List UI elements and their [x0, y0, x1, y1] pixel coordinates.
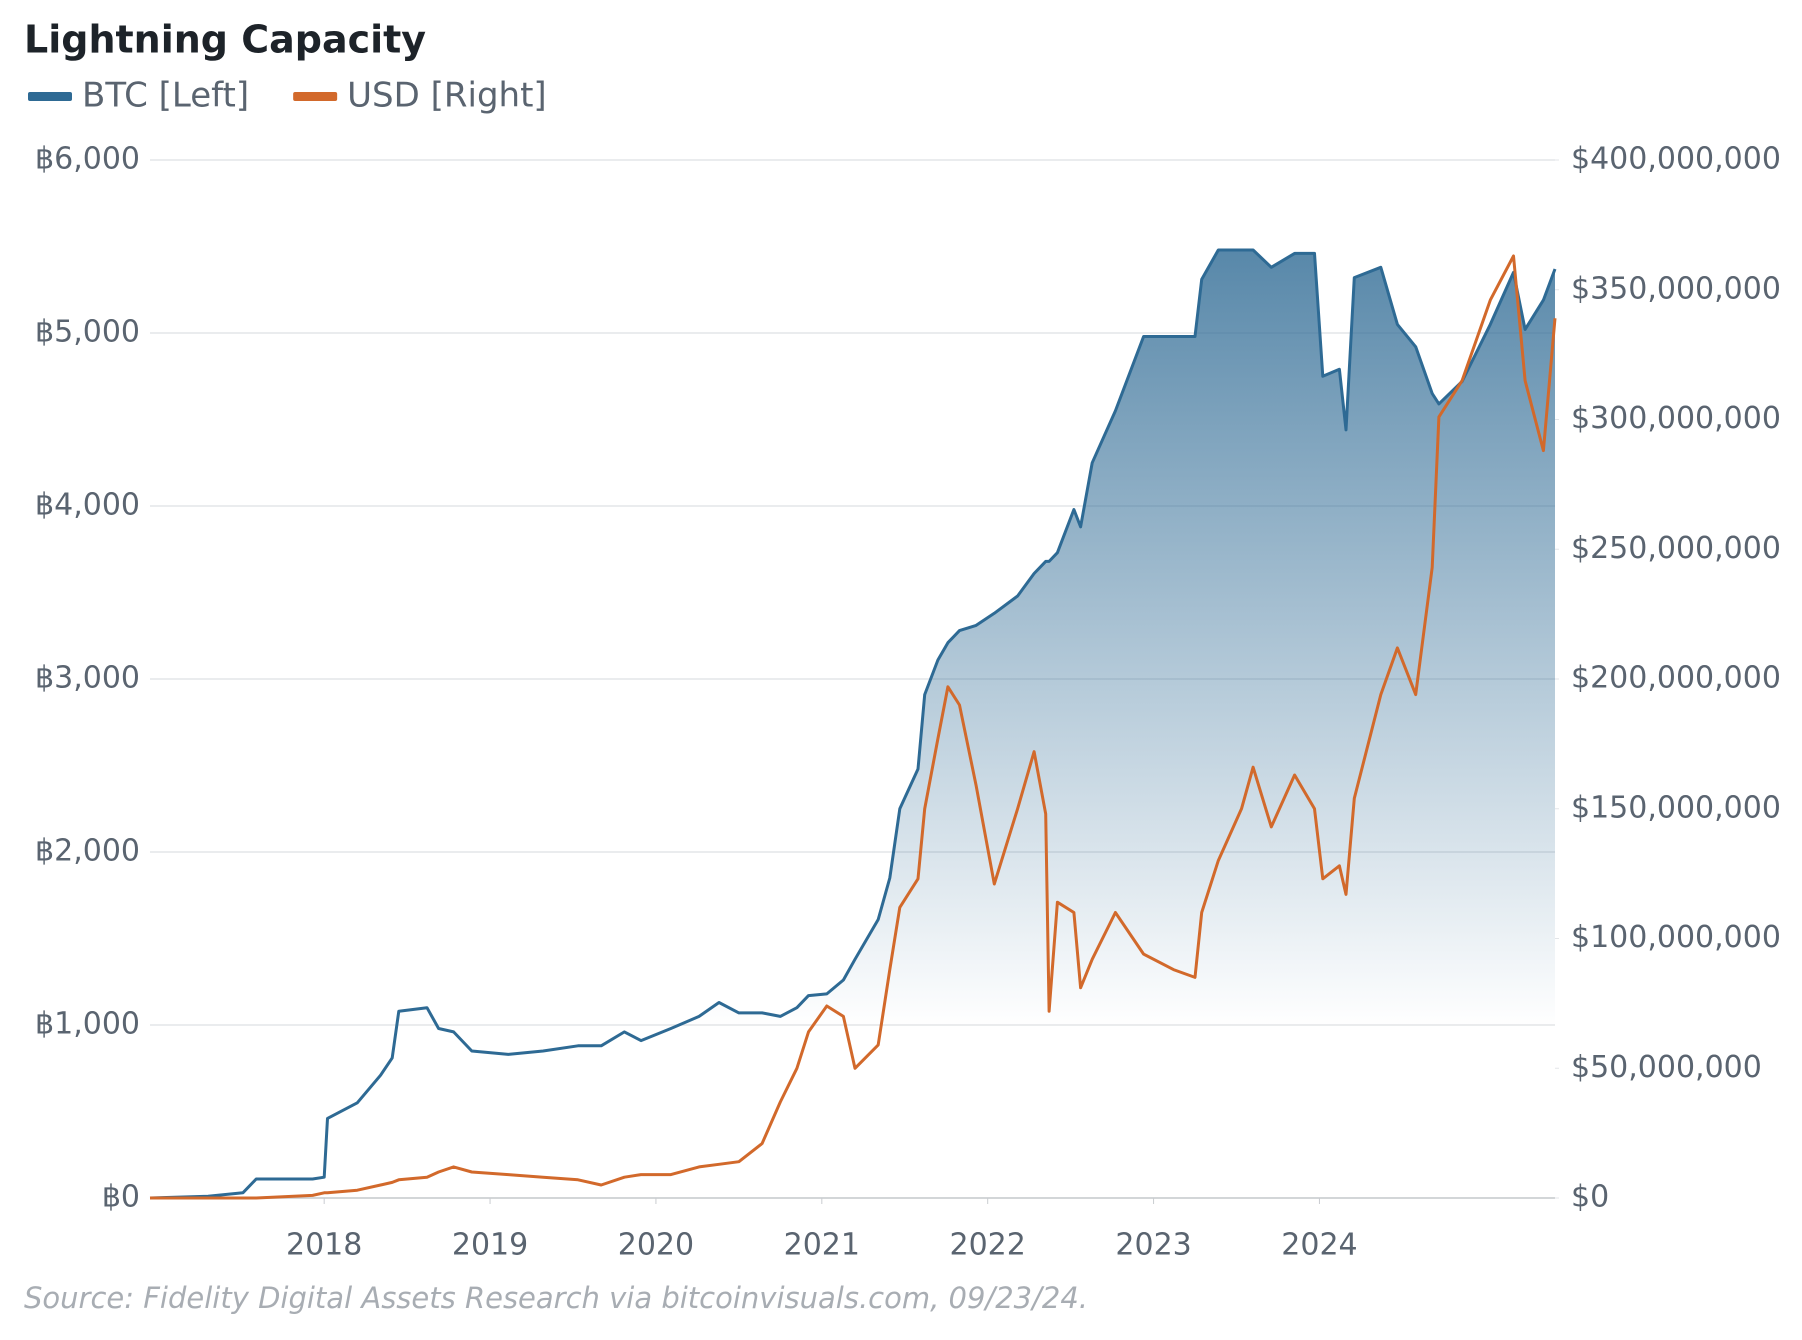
- legend: BTC [Left] USD [Right]: [28, 76, 547, 116]
- y2-tick-label: $0: [1571, 1180, 1609, 1215]
- y-tick-label: ฿3,000: [35, 661, 140, 696]
- y2-tick-label: $200,000,000: [1571, 661, 1781, 696]
- legend-label: BTC [Left]: [82, 76, 249, 116]
- legend-swatch: [293, 92, 338, 101]
- y2-tick-label: $150,000,000: [1571, 790, 1781, 825]
- y2-tick-label: $350,000,000: [1571, 271, 1781, 306]
- y2-tick-label: $100,000,000: [1571, 920, 1781, 955]
- y2-tick-label: $300,000,000: [1571, 401, 1781, 436]
- x-tick-label: 2022: [950, 1228, 1026, 1263]
- y-tick-label: ฿2,000: [35, 834, 140, 869]
- chart-title: Lightning Capacity: [24, 18, 426, 62]
- x-tick-label: 2019: [452, 1228, 528, 1263]
- y-tick-label: ฿4,000: [35, 488, 140, 523]
- legend-label: USD [Right]: [347, 76, 547, 116]
- y2-tick-label: $400,000,000: [1571, 142, 1781, 177]
- y2-tick-label: $50,000,000: [1571, 1050, 1762, 1085]
- y2-tick-label: $250,000,000: [1571, 531, 1781, 566]
- y-tick-label: ฿1,000: [35, 1007, 140, 1042]
- x-tick-label: 2020: [618, 1228, 694, 1263]
- legend-swatch: [28, 92, 72, 101]
- x-tick-label: 2023: [1115, 1228, 1191, 1263]
- line: [149, 248, 1557, 1200]
- x-tick-label: 2024: [1281, 1228, 1357, 1263]
- y-tick-label: ฿6,000: [35, 142, 140, 177]
- x-tick-label: 2021: [784, 1228, 860, 1263]
- x-tick-label: 2018: [286, 1228, 362, 1263]
- line: [150, 254, 1557, 1200]
- y-tick-label: ฿5,000: [35, 315, 140, 350]
- source-note: Source: Fidelity Digital Assets Research…: [24, 1281, 1088, 1315]
- area: [150, 250, 1555, 1198]
- y-tick-label: ฿0: [102, 1180, 140, 1215]
